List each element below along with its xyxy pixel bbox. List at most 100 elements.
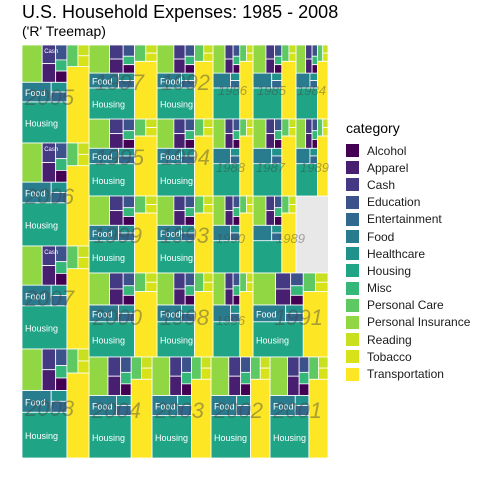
legend-swatch: [346, 281, 359, 295]
legend-label: Reading: [367, 332, 412, 347]
cell-label-food: Food: [25, 397, 46, 407]
tile-reading: [288, 44, 297, 54]
tile-personal-care: [66, 44, 79, 67]
tile-education: [311, 44, 318, 57]
tile-education: [232, 195, 241, 209]
tile-tobacco: [145, 52, 158, 62]
cell-label-cash: Cash: [44, 49, 58, 55]
legend-item-misc: Misc: [346, 280, 470, 297]
tile-education: [274, 44, 283, 57]
tile-personal-insurance: [212, 195, 226, 226]
legend-item-personal-care: Personal Care: [346, 297, 470, 314]
tile-tobacco: [245, 204, 254, 214]
tile-cash: [287, 356, 300, 377]
tile-personal-care: [239, 272, 247, 292]
legend-item-transportation: Transportation: [346, 365, 470, 382]
tile-cash: [224, 195, 234, 212]
tile-education: [232, 118, 241, 132]
tile-apparel: [109, 288, 124, 306]
tile-personal-care: [302, 272, 317, 292]
tile-personal-insurance: [252, 272, 277, 306]
tile-cash: [265, 118, 276, 135]
tile-food: [252, 224, 273, 242]
tile-alcohol: [55, 169, 68, 183]
tile-personal-insurance: [156, 195, 175, 226]
group-label-1989: 1989: [276, 231, 305, 246]
legend-title: category: [346, 120, 400, 136]
tile-apparel: [41, 63, 57, 83]
legend-swatch: [346, 230, 359, 244]
tile-personal-care: [191, 356, 202, 380]
legend-swatch: [346, 161, 359, 175]
tile-personal-insurance: [21, 44, 43, 83]
tile-personal-care: [194, 44, 205, 62]
tile-education: [181, 356, 192, 373]
tile-personal-care: [239, 44, 247, 62]
tile-tobacco: [245, 52, 254, 62]
tile-tobacco: [288, 127, 297, 137]
tile-education: [184, 118, 195, 132]
tile-reading: [145, 272, 158, 283]
cell-label-housing: Housing: [92, 99, 125, 109]
tile-tobacco: [203, 281, 214, 292]
group-label-2006: 2006: [24, 184, 75, 209]
tile-apparel: [224, 288, 234, 306]
cell-label-food: Food: [92, 229, 113, 239]
legend-swatch: [346, 178, 359, 192]
tile-alcohol: [232, 64, 241, 74]
legend-swatch: [346, 350, 359, 364]
chart-title: U.S. Household Expenses: 1985 - 2008: [22, 2, 339, 22]
tile-apparel: [224, 210, 234, 226]
tile-tobacco: [318, 367, 329, 380]
tile-tobacco: [77, 153, 90, 167]
cell-label-housing: Housing: [92, 253, 125, 263]
tile-misc: [274, 55, 283, 66]
tile-cash: [224, 272, 234, 290]
tile-education: [184, 195, 195, 209]
legend: category Alcohol Apparel Cash Education Ente…: [346, 120, 470, 383]
tile-tobacco: [322, 127, 329, 137]
group-label-1994: 1994: [161, 145, 210, 170]
group-label-1989: 1989: [300, 160, 329, 175]
tile-personal-insurance: [21, 142, 43, 183]
legend-swatch: [346, 315, 359, 329]
tile-tobacco: [77, 256, 90, 270]
tile-personal-insurance: [156, 272, 175, 306]
tile-healthcare: [271, 147, 283, 157]
tile-apparel: [41, 265, 57, 286]
tile-apparel: [265, 133, 276, 149]
tile-misc: [122, 55, 135, 66]
tile-cash: [109, 195, 124, 212]
tile-housing: [252, 87, 283, 120]
tile-misc: [274, 207, 283, 217]
tile-education: [122, 44, 135, 57]
tile-personal-care: [134, 118, 147, 137]
tile-misc: [240, 371, 251, 385]
group-label-1990: 1990: [216, 231, 246, 246]
cell-label-housing: Housing: [160, 99, 193, 109]
tile-personal-care: [250, 356, 261, 380]
tile-misc: [184, 55, 195, 66]
tile-apparel: [265, 58, 276, 74]
legend-label: Apparel: [367, 160, 409, 175]
tile-personal-care: [308, 356, 319, 380]
tile-personal-care: [239, 118, 247, 137]
cell-label-food: Food: [92, 152, 113, 162]
tile-alcohol: [232, 139, 241, 149]
group-label-1984: 1984: [297, 83, 326, 98]
tile-reading: [203, 272, 214, 283]
legend-item-personal-insurance: Personal Insurance: [346, 314, 470, 331]
tile-misc: [120, 371, 132, 385]
tile-alcohol: [274, 139, 283, 149]
tile-alcohol: [184, 294, 195, 306]
legend-swatch: [346, 333, 359, 347]
cell-label-housing: Housing: [160, 176, 193, 186]
tile-education: [184, 44, 195, 57]
group-label-1991: 1991: [274, 305, 323, 330]
tile-misc: [55, 261, 68, 274]
tile-personal-insurance: [212, 44, 226, 74]
tile-education: [122, 272, 135, 287]
tile-housing: [21, 202, 68, 247]
legend-label: Healthcare: [367, 246, 426, 261]
